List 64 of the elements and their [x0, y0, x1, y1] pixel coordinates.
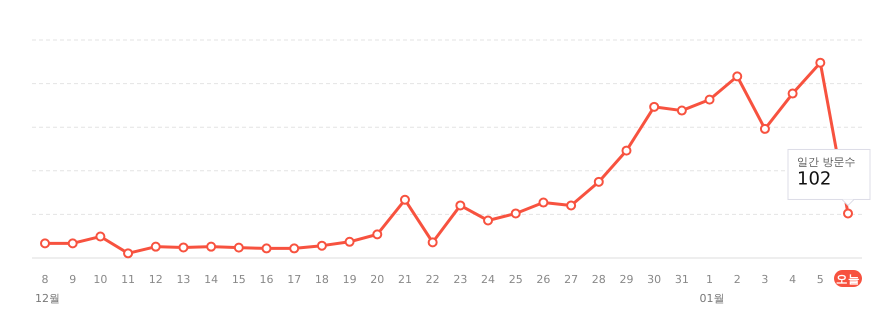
- point: [372, 229, 382, 240]
- point: [234, 242, 244, 253]
- point: [428, 237, 438, 248]
- x-tick-label: 11: [121, 273, 136, 286]
- x-tick-label: 27: [564, 273, 578, 286]
- text: 01월: [700, 292, 725, 305]
- point: [206, 242, 216, 252]
- point: [483, 216, 494, 226]
- x-tick-label: 26: [536, 273, 550, 286]
- point: [178, 242, 188, 252]
- x-tick-label: 10: [93, 273, 108, 286]
- x-tick-label: 12: [148, 273, 163, 286]
- point: [150, 242, 161, 252]
- x-tick-label: 3: [761, 273, 768, 286]
- x-tick-label: 25: [508, 273, 523, 286]
- point: [760, 124, 770, 134]
- x-tick-label: 15: [232, 273, 246, 286]
- x-tick-label: 24: [481, 273, 496, 286]
- x-tick-label: 29: [619, 273, 634, 286]
- x-tick-label: 18: [314, 273, 329, 286]
- point: [289, 243, 300, 254]
- point: [344, 236, 355, 247]
- x-tick-label: 14: [204, 273, 218, 286]
- point: [704, 94, 715, 105]
- x-tick-label: 21: [398, 273, 412, 286]
- point: [732, 71, 742, 82]
- x-tick-label: 8: [42, 273, 48, 286]
- x-tick-label: 2: [734, 273, 741, 286]
- annotation: 일간 방문수: [797, 155, 856, 168]
- point: [123, 248, 134, 258]
- point: [455, 200, 466, 210]
- x-tick-label: 17: [287, 273, 302, 286]
- annotation: 102: [797, 168, 832, 190]
- point: [649, 102, 660, 112]
- x-tick-label: 9: [69, 273, 76, 286]
- point: [788, 88, 798, 99]
- point: [316, 240, 327, 251]
- x-tick-label: 16: [260, 273, 274, 286]
- point: [621, 146, 632, 156]
- x-tick-label: 13: [176, 273, 190, 286]
- point: [400, 194, 410, 205]
- point: [68, 238, 78, 248]
- x-tick-label: 20: [370, 273, 384, 286]
- point: [95, 232, 106, 242]
- point: [538, 198, 548, 208]
- point: [40, 238, 50, 248]
- x-tick-label: 5: [816, 273, 824, 286]
- x-tick-label: 31: [674, 273, 689, 286]
- text: 12월: [35, 292, 60, 305]
- x-tick-label: 23: [453, 273, 468, 286]
- x-tick-label: 28: [592, 273, 606, 286]
- point: [510, 208, 521, 218]
- point: [262, 243, 272, 254]
- point: [815, 58, 826, 68]
- x-tick-label: 오늘: [836, 272, 860, 286]
- x-tick-label: 30: [647, 273, 662, 286]
- x-tick-label: 22: [426, 273, 440, 286]
- x-tick-label: 1: [706, 273, 714, 286]
- x-tick-label: 4: [789, 273, 796, 286]
- point: [843, 208, 853, 218]
- x-tick-label: 19: [342, 273, 357, 286]
- point: [566, 200, 576, 210]
- point: [594, 176, 604, 187]
- point: [676, 106, 687, 116]
